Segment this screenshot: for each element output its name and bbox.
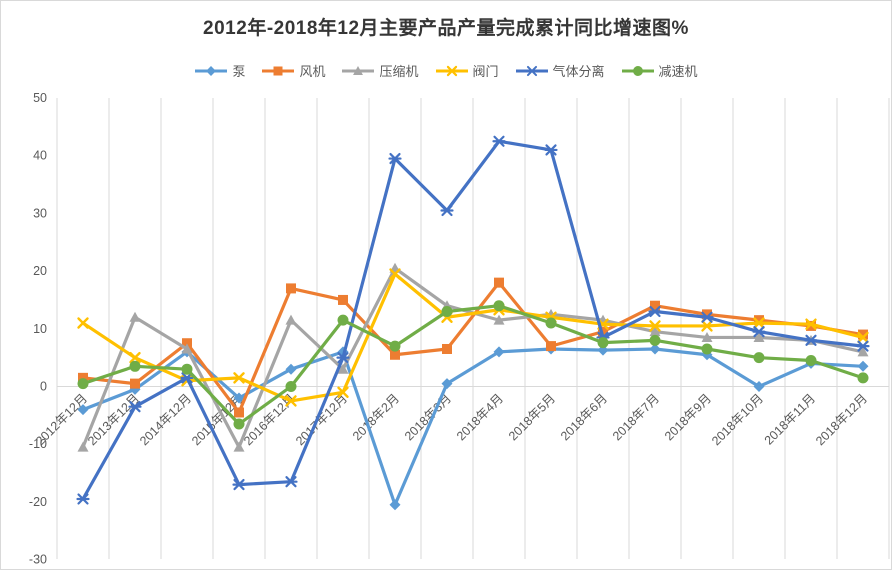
legend-marker-pump-icon [195, 65, 228, 76]
x-tick-label: 2018年11月 [762, 391, 818, 447]
legend-label-reducer: 减速机 [658, 64, 698, 79]
legend-item-fan: 风机 [261, 61, 325, 80]
legend-marker-fan-icon [262, 66, 295, 75]
y-tick-label: 30 [33, 206, 47, 220]
legend-label-fan: 风机 [299, 64, 326, 79]
y-tick-label: 10 [33, 322, 47, 336]
legend-item-valve: 阀门 [435, 61, 499, 80]
legend-item-gas-separation: 气体分离 [515, 61, 605, 80]
legend-marker-valve-icon [435, 65, 468, 76]
x-tick-label: 2018年5月 [506, 391, 558, 443]
x-axis-labels: 2012年12月2013年12月2014年12月2015年12月2016年12月… [33, 391, 870, 448]
y-tick-label: -30 [29, 553, 47, 567]
legend-marker-reducer-icon [621, 65, 654, 76]
legend-label-gas-separation: 气体分离 [552, 64, 605, 79]
y-tick-label: 40 [33, 149, 47, 163]
legend-item-compressor: 压缩机 [341, 61, 419, 80]
x-tick-label: 2018年12月 [813, 391, 870, 448]
legend-item-reducer: 减速机 [621, 61, 698, 80]
series-line-gas-separation [81, 139, 865, 501]
y-tick-label: -20 [29, 495, 47, 509]
gridlines [56, 98, 890, 559]
x-tick-label: 2012年12月 [33, 391, 90, 448]
series-line-reducer [81, 304, 865, 426]
legend-marker-compressor-icon [342, 65, 375, 75]
x-tick-label: 2018年10月 [709, 391, 766, 448]
legend-item-pump: 泵 [194, 61, 245, 80]
x-tick-label: 2018年4月 [454, 391, 506, 443]
legend-label-valve: 阀门 [472, 64, 499, 79]
x-tick-label: 2018年7月 [610, 391, 662, 443]
y-tick-label: -10 [29, 437, 47, 451]
chart-legend: 泵 风机 压缩机 阀门 气体分离 减速机 [1, 61, 891, 80]
y-tick-label: 20 [33, 264, 47, 278]
y-tick-label: 50 [33, 91, 47, 105]
y-tick-label: 0 [40, 380, 47, 394]
series-line-pump [81, 347, 865, 507]
series-reducer [77, 300, 869, 430]
x-tick-label: 2018年9月 [662, 391, 714, 443]
x-tick-label: 2018年6月 [558, 391, 610, 443]
chart-title: 2012年-2018年12月主要产品产量完成累计同比增速图% [203, 18, 689, 39]
x-tick-label: 2018年3月 [402, 391, 454, 443]
legend-label-compressor: 压缩机 [379, 64, 419, 79]
legend-label-pump: 泵 [232, 64, 246, 79]
y-axis-labels: 50 40 30 20 10 0 -10 -20 -30 [29, 91, 47, 567]
series-gas-separation [76, 135, 870, 505]
legend-marker-gas-separation-icon [515, 65, 548, 76]
